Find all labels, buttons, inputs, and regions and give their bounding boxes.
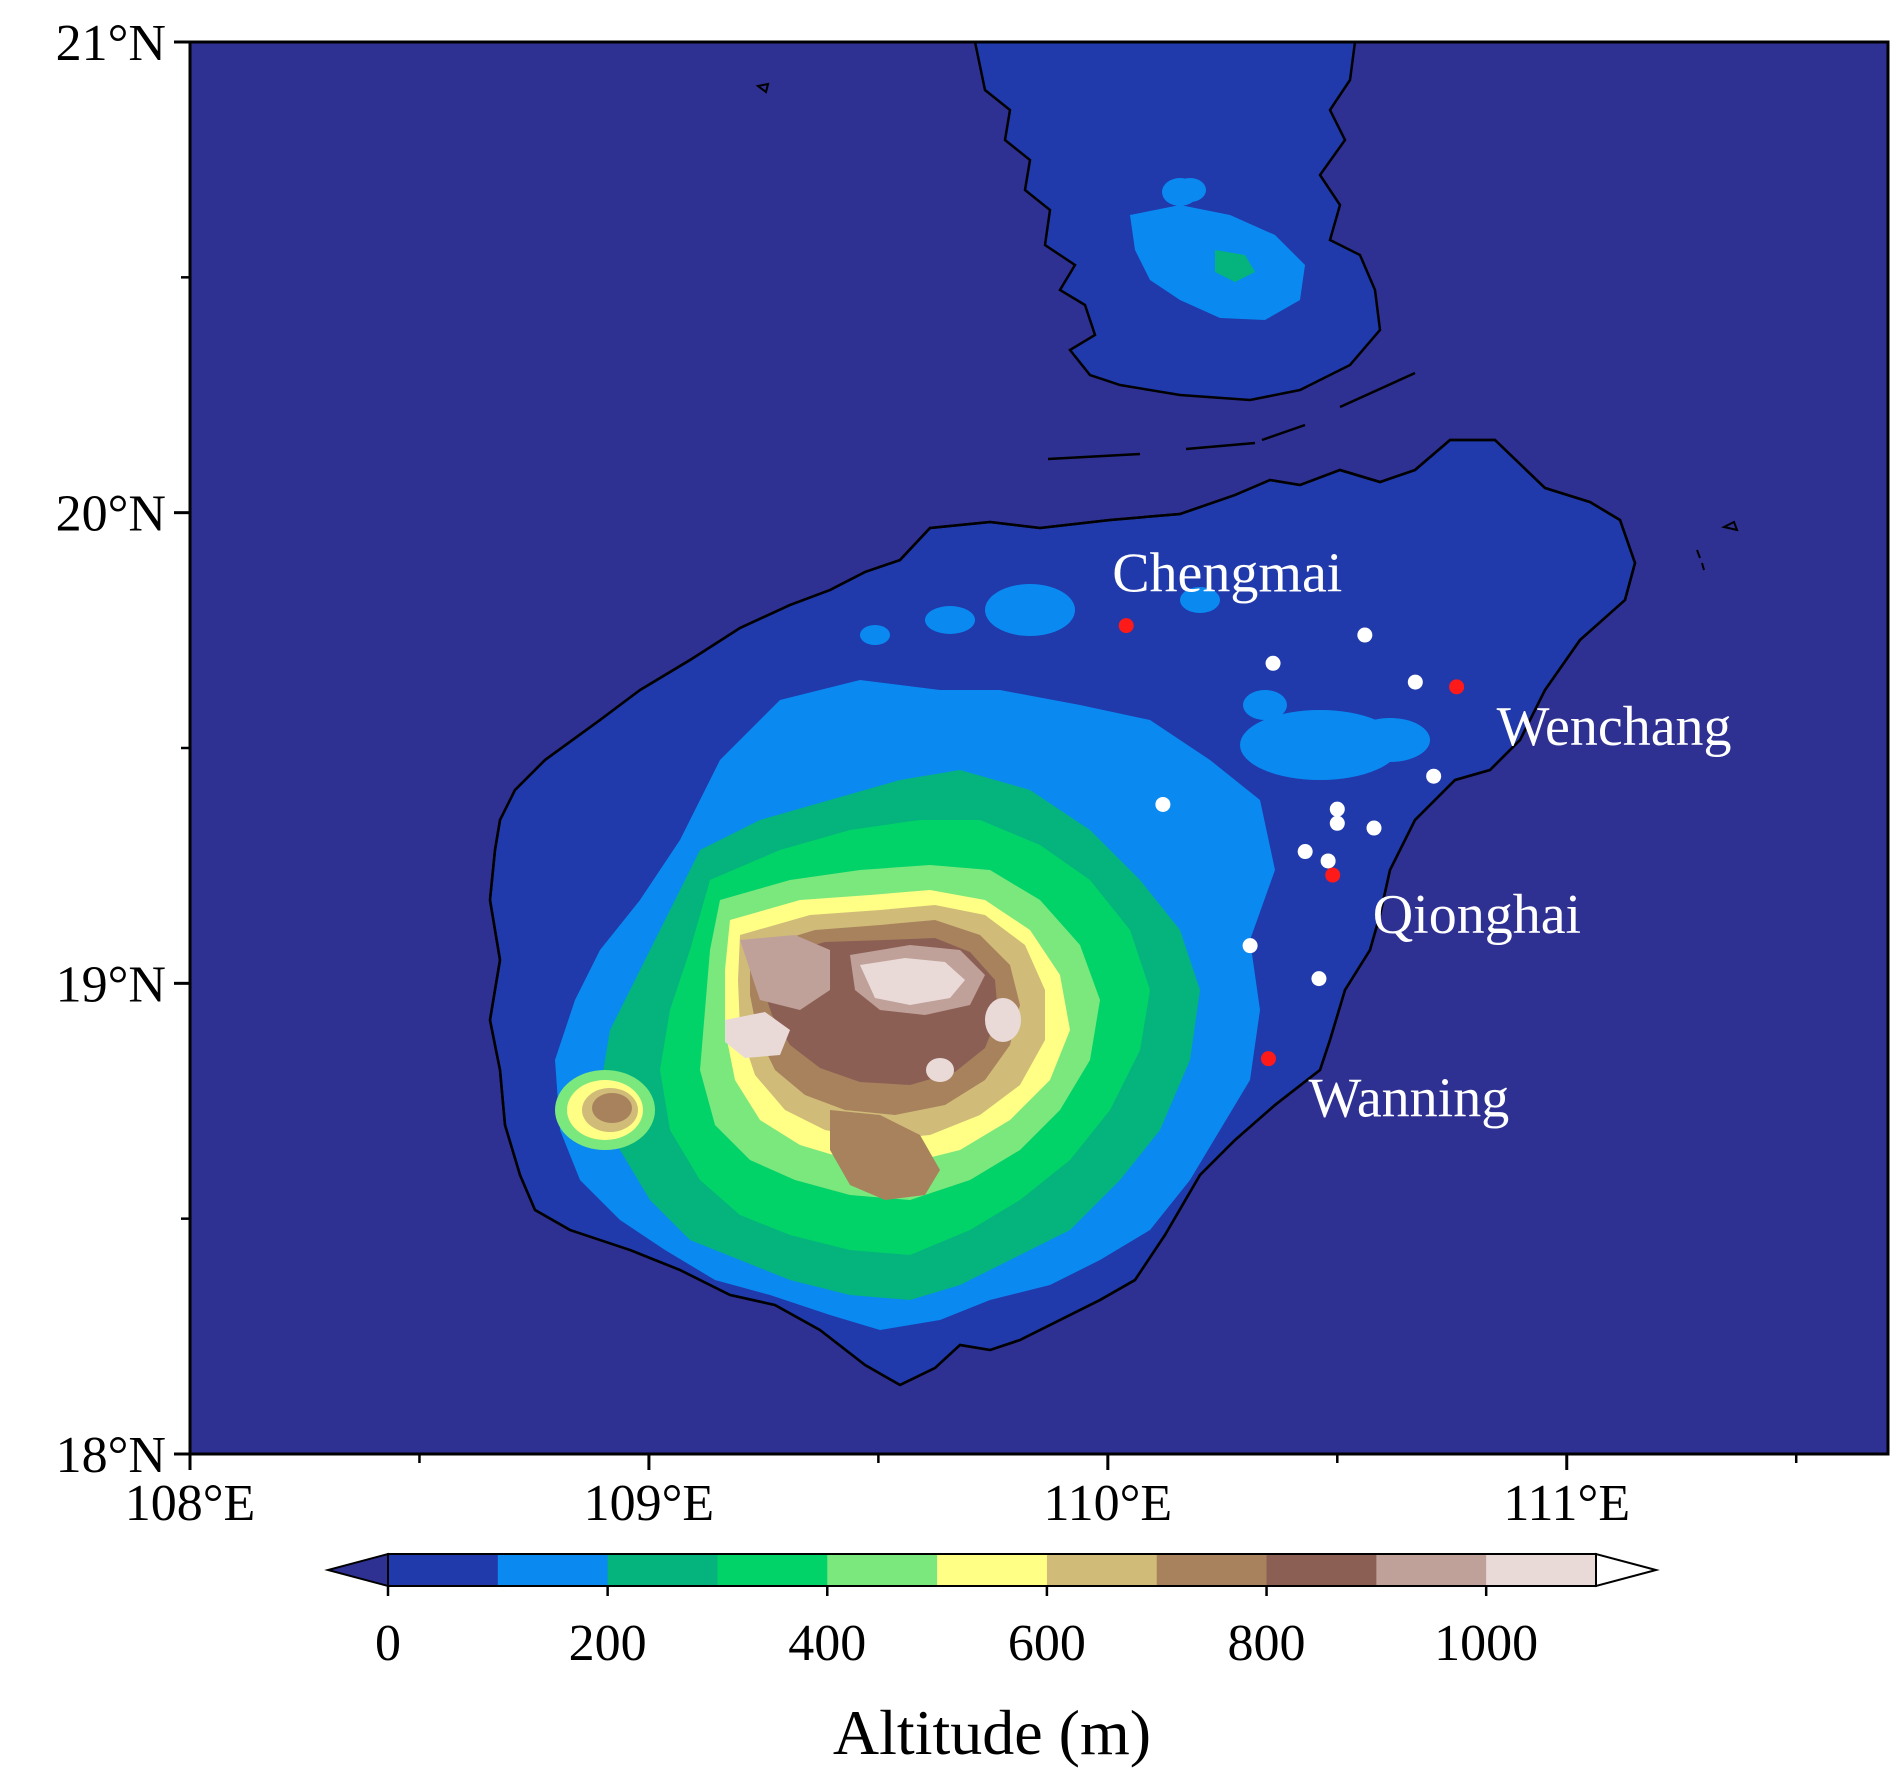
station-marker xyxy=(1426,768,1442,784)
strait-boundary-lines xyxy=(1047,371,1416,461)
station-marker xyxy=(1357,627,1373,643)
city-label: Qionghai xyxy=(1373,884,1581,946)
station-marker xyxy=(1155,796,1171,812)
lon-tick-label: 110°E xyxy=(1044,1475,1173,1532)
colorbar-tick-label: 1000 xyxy=(1434,1615,1538,1672)
station-marker xyxy=(1297,844,1313,860)
station-marker xyxy=(1320,853,1336,869)
lon-tick-label: 109°E xyxy=(584,1475,715,1532)
colorbar-bin xyxy=(937,1554,1048,1586)
colorbar-bin xyxy=(1156,1554,1268,1586)
colorbar-under-extend xyxy=(324,1552,389,1588)
terrain-band-1000-1100-southwest xyxy=(725,1012,790,1058)
terrain-band-1000-1100-north xyxy=(860,958,965,1005)
terrain-band-700-800-west xyxy=(592,1093,632,1123)
colorbar-tick-label: 0 xyxy=(375,1615,401,1672)
terrain-band-100-200-patches xyxy=(860,584,1430,780)
cities-layer: Chengmai Wenchang Qionghai Wanning xyxy=(1112,543,1731,1130)
lat-tick-label: 19°N xyxy=(56,956,166,1013)
colorbar-bin xyxy=(1486,1554,1597,1586)
colorbar-bin xyxy=(1266,1554,1377,1586)
colorbar-bin xyxy=(1046,1554,1158,1586)
terrain-layer: Chengmai Wenchang Qionghai Wanning xyxy=(488,42,1739,1387)
lat-tick-label: 20°N xyxy=(56,486,166,543)
colorbar-bin xyxy=(1376,1554,1487,1586)
colorbar-bin xyxy=(388,1554,499,1586)
city-marker xyxy=(1260,1051,1276,1067)
city-label: Chengmai xyxy=(1112,543,1342,605)
city-label: Wanning xyxy=(1308,1068,1509,1130)
city-label: Wenchang xyxy=(1497,696,1732,758)
colorbar: 0 200 400 600 800 1000 Altitude (m) xyxy=(324,1552,1660,1768)
colorbar-tick-label: 800 xyxy=(1228,1615,1306,1672)
colorbar-over-extend xyxy=(1595,1552,1660,1588)
station-marker xyxy=(1329,815,1345,831)
colorbar-bin xyxy=(607,1554,718,1586)
colorbar-frame xyxy=(387,1553,1597,1587)
latitude-axis: 21°N 20°N 19°N 18°N xyxy=(56,15,190,1484)
leizhou-hilltop xyxy=(1215,250,1255,282)
leizhou-hill-north xyxy=(1162,178,1198,206)
terrain-band-1000-1100-east xyxy=(985,998,1021,1042)
terrain-band-700-800-south xyxy=(830,1110,940,1200)
longitude-axis: 108°E 109°E 110°E 111°E xyxy=(125,1454,1798,1532)
colorbar-tick-label: 200 xyxy=(569,1615,647,1672)
islets xyxy=(755,82,1739,571)
lat-tick-label: 18°N xyxy=(56,1427,166,1484)
station-marker xyxy=(1311,971,1327,987)
lon-tick-label: 108°E xyxy=(125,1475,256,1532)
terrain-band-1000-1100-south xyxy=(926,1058,954,1082)
hainan-coastline xyxy=(488,438,1637,1387)
colorbar-bin xyxy=(827,1554,938,1586)
colorbar-title: Altitude (m) xyxy=(833,1697,1151,1768)
colorbar-bin xyxy=(717,1554,828,1586)
map-panel: Chengmai Wenchang Qionghai Wanning 21°N 20°N… xyxy=(56,15,1890,1532)
stations-layer xyxy=(1155,627,1442,987)
station-marker xyxy=(1366,820,1382,836)
station-marker xyxy=(1407,674,1423,690)
station-marker xyxy=(1242,938,1258,954)
lat-tick-label: 21°N xyxy=(56,15,166,72)
terrain-band-900-1000 xyxy=(740,935,830,1010)
station-marker xyxy=(1265,655,1281,671)
city-marker xyxy=(1118,618,1134,634)
colorbar-tick-label: 600 xyxy=(1008,1615,1086,1672)
colorbar-bin xyxy=(497,1554,609,1586)
colorbar-tick-label: 400 xyxy=(788,1615,866,1672)
city-marker xyxy=(1449,679,1465,695)
station-marker xyxy=(1329,801,1345,817)
city-marker xyxy=(1325,867,1341,883)
lon-tick-label: 111°E xyxy=(1503,1475,1630,1532)
